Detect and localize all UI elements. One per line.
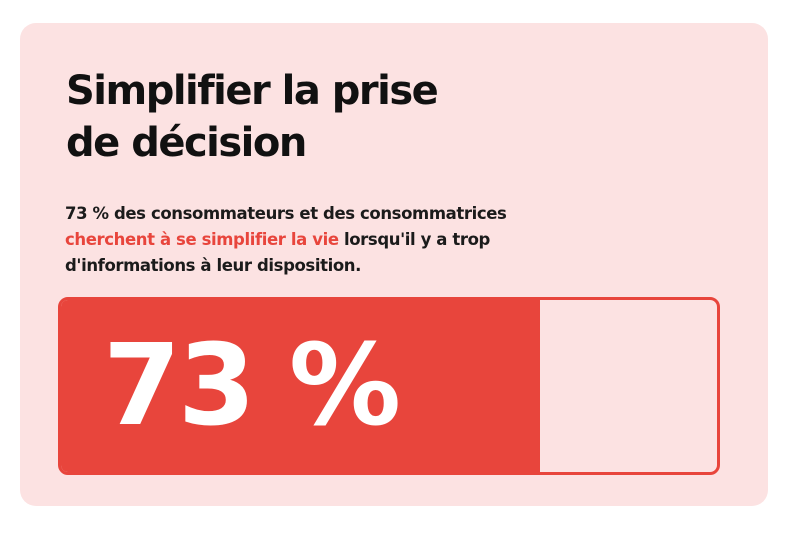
progress-bar-fill	[61, 300, 540, 472]
description-line-1: 73 % des consommateurs et des consommatr…	[65, 204, 507, 223]
description-highlight: cherchent à se simplifier la vie	[65, 230, 339, 249]
description-line-3: d'informations à leur disposition.	[65, 256, 361, 275]
progress-value: 73 %	[103, 321, 401, 451]
title-line-2: de décision	[66, 120, 307, 166]
card-title: Simplifier la prise de décision	[66, 65, 439, 169]
progress-bar: 73 %	[58, 297, 720, 475]
title-line-1: Simplifier la prise	[66, 68, 439, 114]
stat-card: Simplifier la prise de décision 73 % des …	[20, 23, 768, 506]
card-description: 73 % des consommateurs et des consommatr…	[65, 201, 507, 279]
description-line-2-rest: lorsqu'il y a trop	[338, 230, 490, 249]
